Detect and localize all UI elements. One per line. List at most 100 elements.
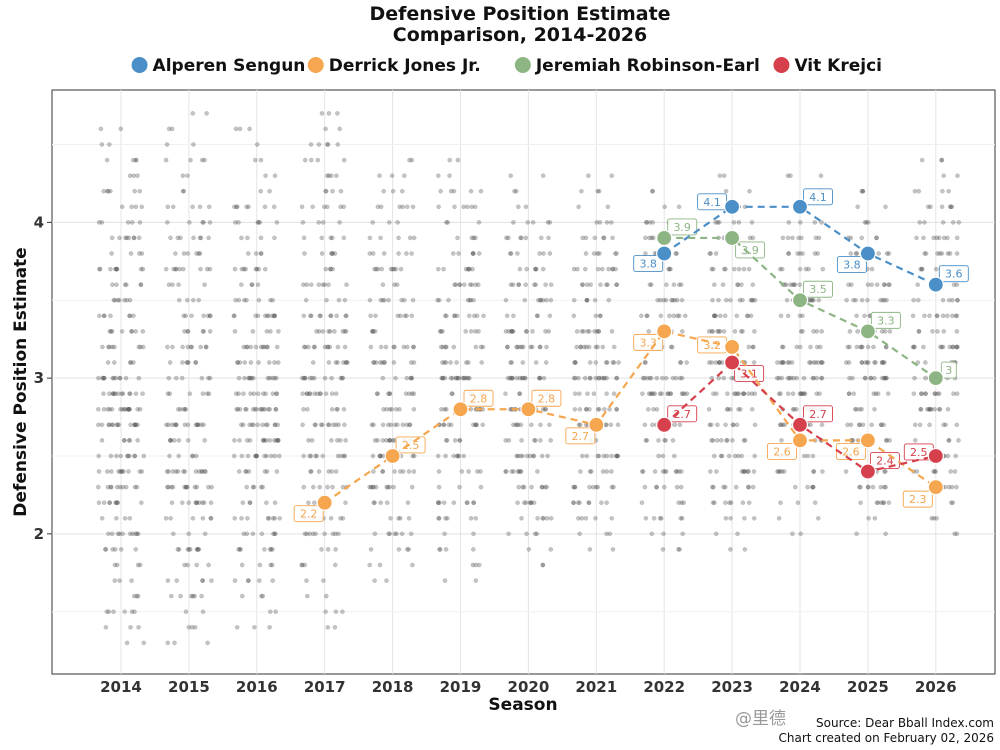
background-point: [273, 406, 279, 412]
background-point: [381, 188, 387, 194]
background-point: [875, 391, 881, 397]
background-point: [879, 360, 885, 365]
background-point: [327, 344, 333, 350]
background-point: [307, 375, 313, 381]
value-label-text: 2.5: [910, 446, 928, 459]
background-point: [194, 500, 199, 506]
background-point: [868, 375, 873, 381]
background-point: [819, 375, 825, 381]
background-point: [323, 126, 328, 132]
background-point: [660, 547, 666, 552]
background-point: [251, 484, 257, 490]
background-point: [886, 282, 891, 288]
background-point: [775, 360, 780, 365]
background-point: [451, 500, 457, 506]
background-point: [198, 266, 203, 272]
background-point: [197, 204, 203, 210]
background-point: [752, 329, 757, 334]
background-point: [325, 484, 330, 490]
background-point: [377, 562, 383, 568]
series-point: [588, 416, 605, 433]
background-point: [244, 344, 249, 350]
background-point: [932, 391, 938, 397]
background-point: [117, 297, 122, 303]
background-point: [468, 188, 474, 194]
background-point: [786, 251, 792, 256]
background-point: [96, 406, 101, 412]
background-point: [798, 329, 804, 334]
value-label-box: [293, 505, 324, 523]
background-point: [939, 204, 945, 210]
background-point: [579, 188, 584, 194]
background-point: [606, 266, 611, 272]
background-point: [597, 220, 603, 225]
background-point: [405, 500, 411, 506]
background-point: [316, 142, 322, 147]
background-point: [777, 422, 783, 428]
background-point: [343, 313, 349, 319]
background-point: [256, 266, 262, 272]
background-point: [654, 484, 659, 490]
background-point: [132, 453, 138, 459]
background-point: [580, 453, 585, 459]
background-point: [741, 391, 747, 397]
background-point: [330, 266, 336, 272]
background-point: [119, 469, 124, 474]
background-point: [818, 173, 824, 178]
background-point: [808, 360, 814, 365]
series-point: [723, 338, 741, 356]
background-point: [122, 406, 128, 412]
background-point: [272, 375, 277, 381]
background-point: [810, 375, 816, 381]
background-point: [874, 235, 879, 241]
background-point: [264, 313, 270, 319]
background-point: [539, 453, 545, 459]
background-point: [301, 282, 306, 288]
background-point: [119, 329, 125, 334]
background-point: [794, 406, 799, 412]
value-label: 2.5: [395, 436, 426, 454]
background-point: [820, 469, 825, 474]
background-point: [277, 453, 282, 459]
background-point: [400, 422, 406, 428]
background-point: [798, 391, 804, 397]
background-point: [445, 516, 450, 521]
background-point: [511, 422, 516, 428]
background-point: [247, 500, 253, 506]
background-point: [201, 329, 206, 334]
background-point: [954, 251, 960, 256]
background-point: [814, 391, 820, 397]
series-point: [927, 447, 944, 465]
background-point: [312, 391, 317, 397]
background-point: [613, 251, 618, 256]
background-point: [194, 251, 199, 256]
background-point: [511, 313, 516, 319]
background-point: [506, 329, 512, 334]
background-point: [448, 375, 454, 381]
background-point: [404, 375, 410, 381]
background-point: [193, 360, 198, 365]
background-point: [545, 453, 550, 459]
background-point: [523, 235, 529, 241]
background-point: [745, 313, 751, 319]
background-point: [576, 375, 581, 381]
background-point: [916, 329, 922, 334]
background-point: [341, 406, 347, 412]
background-point: [336, 422, 342, 428]
background-point: [408, 360, 414, 365]
background-point: [384, 500, 390, 506]
background-point: [207, 329, 213, 334]
background-point: [270, 313, 275, 319]
background-point: [140, 329, 146, 334]
background-point: [97, 313, 102, 319]
background-point: [96, 453, 101, 459]
background-point: [911, 344, 917, 350]
background-point: [936, 391, 942, 397]
x-tick-label: 2022: [643, 678, 685, 696]
background-point: [475, 282, 481, 288]
background-point: [860, 188, 866, 194]
background-point: [709, 266, 715, 272]
background-point: [862, 313, 867, 319]
background-point: [661, 297, 666, 303]
background-point: [314, 453, 320, 459]
